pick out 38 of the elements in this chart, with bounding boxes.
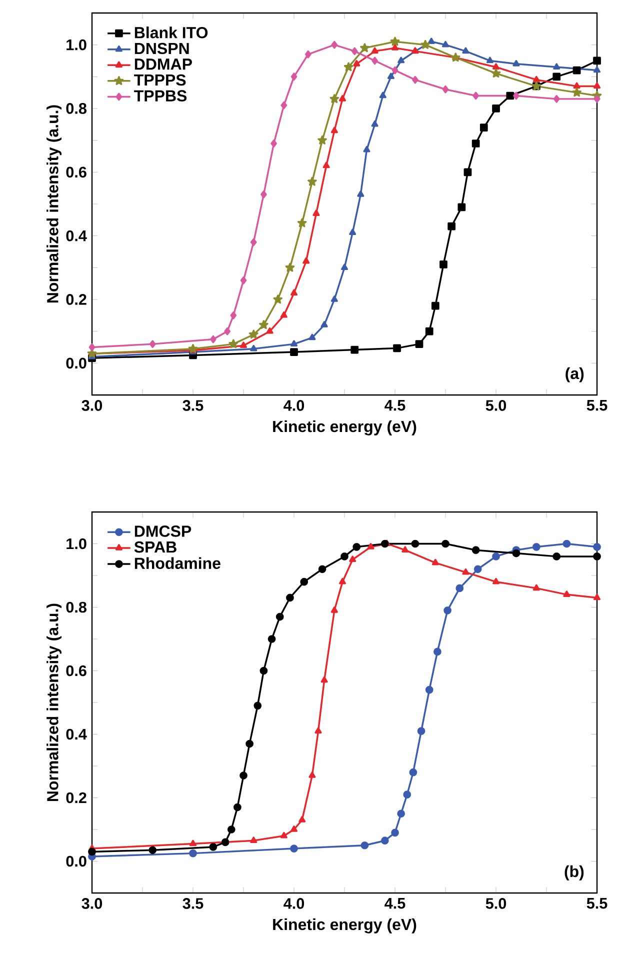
x-tick-label: 3.5 xyxy=(182,898,204,909)
x-tick-label: 3.5 xyxy=(182,400,204,411)
legend-label: SPAB xyxy=(134,541,176,553)
y-tick-label: 1.0 xyxy=(66,538,86,550)
y-axis-title: Normalized intensity (a.u.) xyxy=(46,105,62,302)
y-tick-label: 0.2 xyxy=(66,294,86,305)
annotation: (b) xyxy=(564,865,584,880)
x-axis-title: Kinetic energy (eV) xyxy=(273,420,416,436)
y-axis-title: Normalized intensity (a.u.) xyxy=(46,604,62,801)
x-tick-label: 4.5 xyxy=(384,898,406,909)
legend-label: TPPPS xyxy=(134,74,186,86)
legend-label: Blank ITO xyxy=(134,26,208,38)
y-tick-label: 0.2 xyxy=(66,792,86,804)
x-tick-label: 5.5 xyxy=(586,898,608,909)
y-tick-label: 1.0 xyxy=(66,39,86,50)
legend-label: DMCSP xyxy=(134,526,192,537)
y-tick-label: 0.6 xyxy=(66,166,86,178)
legend-label: TPPBS xyxy=(134,90,187,102)
x-tick-label: 4.5 xyxy=(384,400,406,411)
legend-label: DDMAP xyxy=(134,58,192,70)
annotation: (a) xyxy=(566,367,584,382)
y-tick-label: 0.4 xyxy=(66,230,87,242)
x-tick-label: 4.0 xyxy=(284,400,304,411)
x-axis-title: Kinetic energy (eV) xyxy=(273,918,416,934)
y-tick-label: 0.4 xyxy=(66,728,87,740)
x-tick-label: 3.0 xyxy=(82,400,102,411)
x-tick-label: 5.0 xyxy=(486,898,506,909)
legend-label: DNSPN xyxy=(134,42,189,54)
y-tick-label: 0.8 xyxy=(66,602,86,613)
legend-label: Rhodamine xyxy=(134,557,220,569)
y-tick-label: 0.8 xyxy=(66,103,86,114)
x-tick-label: 5.0 xyxy=(486,400,506,411)
y-tick-label: 0.0 xyxy=(66,856,86,867)
x-tick-label: 3.0 xyxy=(82,898,102,909)
y-tick-label: 0.0 xyxy=(66,358,86,369)
y-tick-label: 0.6 xyxy=(66,665,86,676)
x-tick-label: 4.0 xyxy=(284,898,304,909)
x-tick-label: 5.5 xyxy=(586,400,608,411)
